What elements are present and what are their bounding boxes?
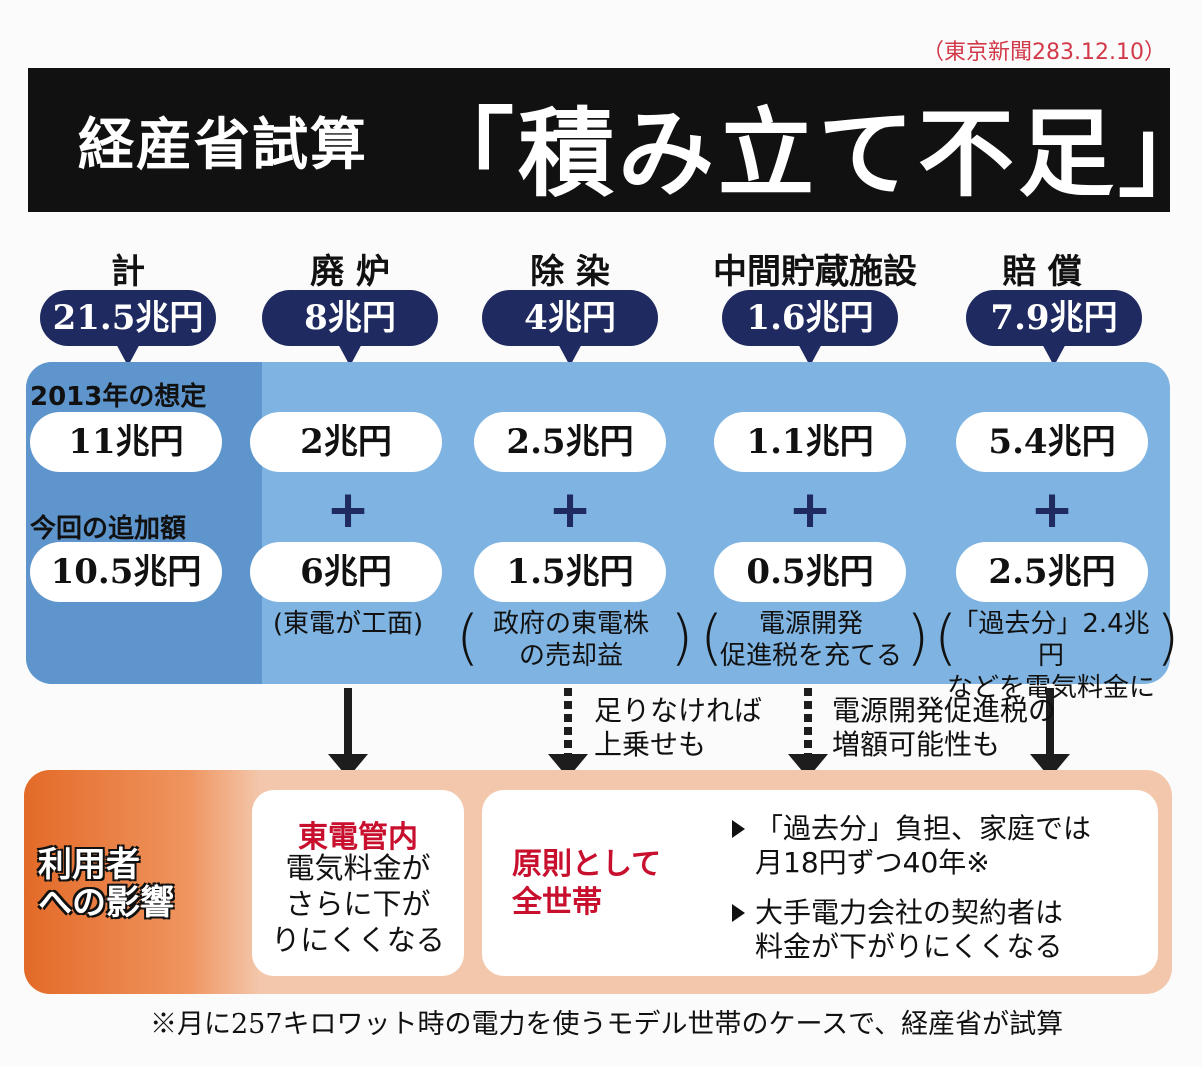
solid-arrow-line: [1046, 688, 1054, 756]
addition-interim-storage: 0.5兆円: [714, 542, 906, 602]
addition-total: 10.5兆円: [30, 542, 222, 602]
bullet-text: 「過去分」負担、家庭では 月18円ずつ40年※: [755, 812, 1092, 879]
category-decontamination: 除 染: [530, 252, 610, 292]
assumption-interim-storage: 1.1兆円: [714, 412, 906, 472]
nationwide-box: [482, 790, 1158, 976]
funding-note-text: 東電が工面: [282, 609, 413, 639]
solid-arrow-line: [344, 688, 352, 756]
plus-sign: +: [548, 480, 592, 540]
addition-compensation: 2.5兆円: [956, 542, 1148, 602]
source-citation: （東京新聞283.12.10）: [922, 40, 1166, 65]
addition-decommissioning: 6兆円: [250, 542, 442, 602]
category-compensation: 賠 償: [1002, 252, 1082, 292]
category-total: 計: [111, 252, 145, 292]
dashed-arrow-line: [564, 688, 572, 756]
assumption-compensation: 5.4兆円: [956, 412, 1148, 472]
side-note-decontamination: 足りなければ 上乗せも: [594, 694, 763, 761]
paren-close: ): [670, 603, 694, 673]
side-note-interim-storage: 電源開発促進税の 増額可能性も: [832, 694, 1057, 761]
pill-pointer: [796, 340, 824, 366]
principle-text: 原則として 全世帯: [512, 847, 662, 920]
bullet-item: 「過去分」負担、家庭では 月18円ずつ40年※: [732, 812, 1091, 880]
assumption-decontamination: 2.5兆円: [474, 412, 666, 472]
assumption-total: 11兆円: [30, 412, 222, 472]
tokyo-body: 電気料金が さらに下が りにくくなる: [271, 851, 445, 957]
funding-note-interim-storage: 電源開発 促進税を充てる: [719, 609, 902, 671]
decontamination-pill: 4兆円: [482, 290, 658, 346]
category-decommissioning: 廃 炉: [310, 252, 390, 292]
impact-label-column: [24, 770, 260, 994]
paren-close: ): [906, 603, 930, 673]
compensation-pill: 7.9兆円: [966, 290, 1142, 346]
plus-sign: +: [1030, 480, 1074, 540]
paren-open: (: [934, 603, 958, 673]
pill-pointer: [1040, 340, 1068, 366]
assumption-decommissioning: 2兆円: [250, 412, 442, 472]
tokyo-box: [252, 790, 464, 976]
funding-note-decontamination: 政府の東電株 の売却益: [492, 609, 649, 671]
pill-pointer: [556, 340, 584, 366]
plus-sign: +: [326, 480, 370, 540]
footnote: ※月に257キロワット時の電力を使うモデル世帯のケースで、経産省が試算: [150, 1009, 1064, 1040]
assumption-row-label: 2013年の想定: [30, 382, 207, 412]
paren-open: (: [700, 603, 724, 673]
bullet-text: 大手電力会社の契約者は 料金が下がりにくくなる: [755, 896, 1064, 963]
addition-row-label: 今回の追加額: [30, 514, 187, 544]
dashed-arrow-line: [804, 688, 812, 756]
bullet-item: 大手電力会社の契約者は 料金が下がりにくくなる: [732, 896, 1063, 964]
title-prefix: 経産省試算: [78, 113, 368, 178]
tokyo-title: 東電管内: [298, 820, 418, 855]
title-main: 「積み立て不足」: [418, 98, 1202, 210]
decommissioning-pill: 8兆円: [262, 290, 438, 346]
addition-decontamination: 1.5兆円: [474, 542, 666, 602]
title-banner: [28, 68, 1170, 212]
impact-label: 利用者 への影響: [38, 845, 174, 923]
total-pill: 21.5兆円: [40, 290, 216, 346]
paren-close: ): [1156, 603, 1180, 673]
pill-pointer: [336, 340, 364, 366]
plus-sign: +: [788, 480, 832, 540]
interim-storage-pill: 1.6兆円: [722, 290, 898, 346]
triangle-bullet-icon: [732, 904, 745, 922]
paren-open: (: [456, 603, 480, 673]
category-interim-storage: 中間貯蔵施設: [713, 252, 917, 292]
pill-pointer: [114, 340, 142, 366]
funding-note-decommissioning: (東電が工面): [272, 609, 424, 639]
triangle-bullet-icon: [732, 820, 745, 838]
